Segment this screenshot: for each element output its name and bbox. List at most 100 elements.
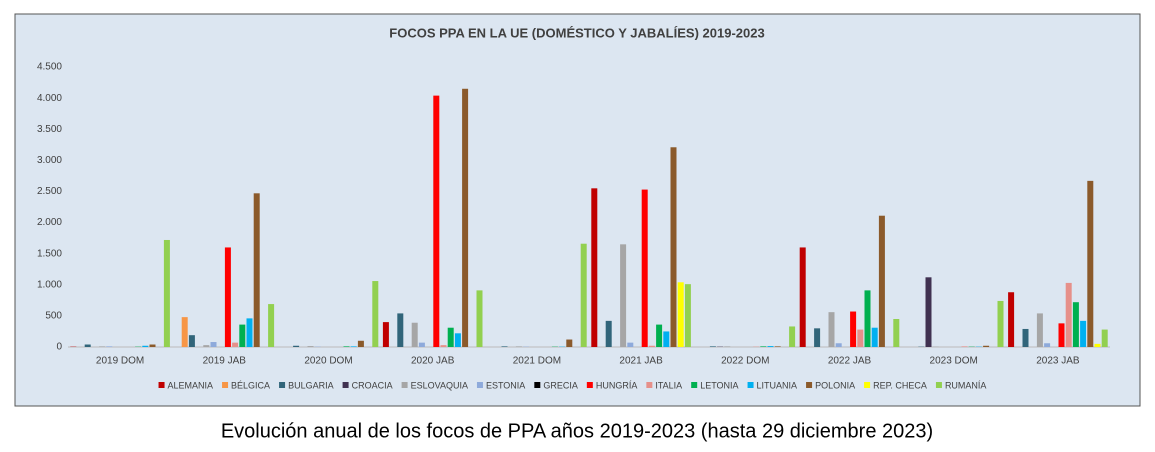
bar bbox=[620, 244, 626, 347]
bar bbox=[308, 346, 314, 347]
legend-swatch bbox=[864, 382, 870, 388]
bar bbox=[879, 216, 885, 347]
y-tick-label: 3.500 bbox=[37, 124, 62, 135]
bar bbox=[433, 96, 439, 347]
bar bbox=[372, 281, 378, 347]
bar bbox=[581, 244, 587, 347]
bar bbox=[247, 318, 253, 347]
x-tick-label: 2021 DOM bbox=[513, 356, 561, 367]
bar bbox=[1073, 302, 1079, 347]
bar bbox=[1059, 323, 1065, 347]
bar bbox=[254, 193, 260, 347]
bar bbox=[800, 247, 806, 347]
x-tick-label: 2023 JAB bbox=[1036, 356, 1080, 367]
bar bbox=[412, 323, 418, 347]
legend-label: POLONIA bbox=[815, 380, 855, 390]
bar bbox=[1023, 329, 1029, 347]
bar bbox=[164, 240, 170, 347]
bar bbox=[671, 147, 677, 347]
bar bbox=[358, 341, 364, 347]
bar bbox=[685, 284, 691, 347]
bar bbox=[627, 343, 633, 347]
legend-swatch bbox=[691, 382, 697, 388]
y-tick-label: 0 bbox=[56, 342, 62, 353]
bar bbox=[502, 346, 508, 347]
legend-label: BÉLGICA bbox=[231, 380, 270, 390]
bar bbox=[1102, 330, 1108, 347]
legend-label: CROACIA bbox=[352, 380, 393, 390]
bar bbox=[710, 346, 716, 347]
bar bbox=[293, 346, 299, 347]
bar bbox=[85, 345, 91, 347]
bar bbox=[106, 346, 112, 347]
bar bbox=[760, 346, 766, 347]
legend-swatch bbox=[936, 382, 942, 388]
legend-swatch bbox=[222, 382, 228, 388]
bar bbox=[829, 312, 835, 347]
legend-label: RUMANÍA bbox=[945, 380, 987, 390]
bar bbox=[211, 342, 217, 347]
bar bbox=[441, 345, 447, 347]
bar bbox=[789, 326, 795, 347]
legend-label: GRECIA bbox=[543, 380, 578, 390]
bar bbox=[189, 335, 195, 347]
bar bbox=[462, 89, 468, 347]
legend-swatch bbox=[534, 382, 540, 388]
legend-swatch bbox=[806, 382, 812, 388]
bar bbox=[150, 345, 156, 347]
y-tick-label: 2.000 bbox=[37, 217, 62, 228]
bar bbox=[239, 325, 245, 347]
bar bbox=[1008, 292, 1014, 347]
bar bbox=[962, 346, 968, 347]
legend-label: ALEMANIA bbox=[168, 380, 214, 390]
x-tick-label: 2023 DOM bbox=[930, 356, 978, 367]
bar bbox=[656, 325, 662, 347]
legend-label: REP. CHECA bbox=[873, 380, 927, 390]
bar bbox=[419, 343, 425, 347]
x-tick-label: 2020 DOM bbox=[304, 356, 352, 367]
bar bbox=[1066, 283, 1072, 347]
y-tick-label: 2.500 bbox=[37, 186, 62, 197]
caption: Evolución anual de los focos de PPA años… bbox=[221, 420, 933, 442]
bar bbox=[850, 312, 856, 347]
legend-swatch bbox=[748, 382, 754, 388]
bar bbox=[1080, 321, 1086, 347]
bar bbox=[1087, 181, 1093, 347]
bar bbox=[814, 328, 820, 347]
legend-swatch bbox=[477, 382, 483, 388]
bar bbox=[142, 346, 148, 347]
bar bbox=[893, 319, 899, 347]
bar bbox=[649, 346, 655, 347]
bar bbox=[857, 330, 863, 347]
legend-swatch bbox=[646, 382, 652, 388]
bar bbox=[516, 346, 522, 347]
y-tick-label: 500 bbox=[45, 311, 62, 322]
bar bbox=[872, 328, 878, 347]
legend-swatch bbox=[402, 382, 408, 388]
bar bbox=[983, 346, 989, 347]
bar bbox=[203, 345, 209, 347]
y-tick-label: 4.000 bbox=[37, 93, 62, 104]
legend-label: HUNGRÍA bbox=[596, 380, 638, 390]
x-tick-label: 2019 DOM bbox=[96, 356, 144, 367]
x-tick-label: 2022 DOM bbox=[721, 356, 769, 367]
bar bbox=[344, 346, 350, 347]
legend-label: ITALIA bbox=[655, 380, 682, 390]
y-tick-label: 1.500 bbox=[37, 248, 62, 259]
bar bbox=[351, 346, 357, 347]
legend-label: LETONIA bbox=[700, 380, 738, 390]
bar bbox=[182, 317, 188, 347]
bar bbox=[678, 282, 684, 347]
bar bbox=[998, 301, 1004, 347]
legend-swatch bbox=[279, 382, 285, 388]
bar bbox=[448, 328, 454, 347]
x-tick-label: 2022 JAB bbox=[828, 356, 872, 367]
bar bbox=[455, 333, 461, 347]
bar bbox=[225, 247, 231, 347]
legend-label: BULGARIA bbox=[288, 380, 334, 390]
bar bbox=[591, 188, 597, 347]
legend-label: LITUANIA bbox=[757, 380, 798, 390]
y-tick-label: 4.500 bbox=[37, 62, 62, 73]
bar bbox=[775, 346, 781, 347]
legend-swatch bbox=[343, 382, 349, 388]
